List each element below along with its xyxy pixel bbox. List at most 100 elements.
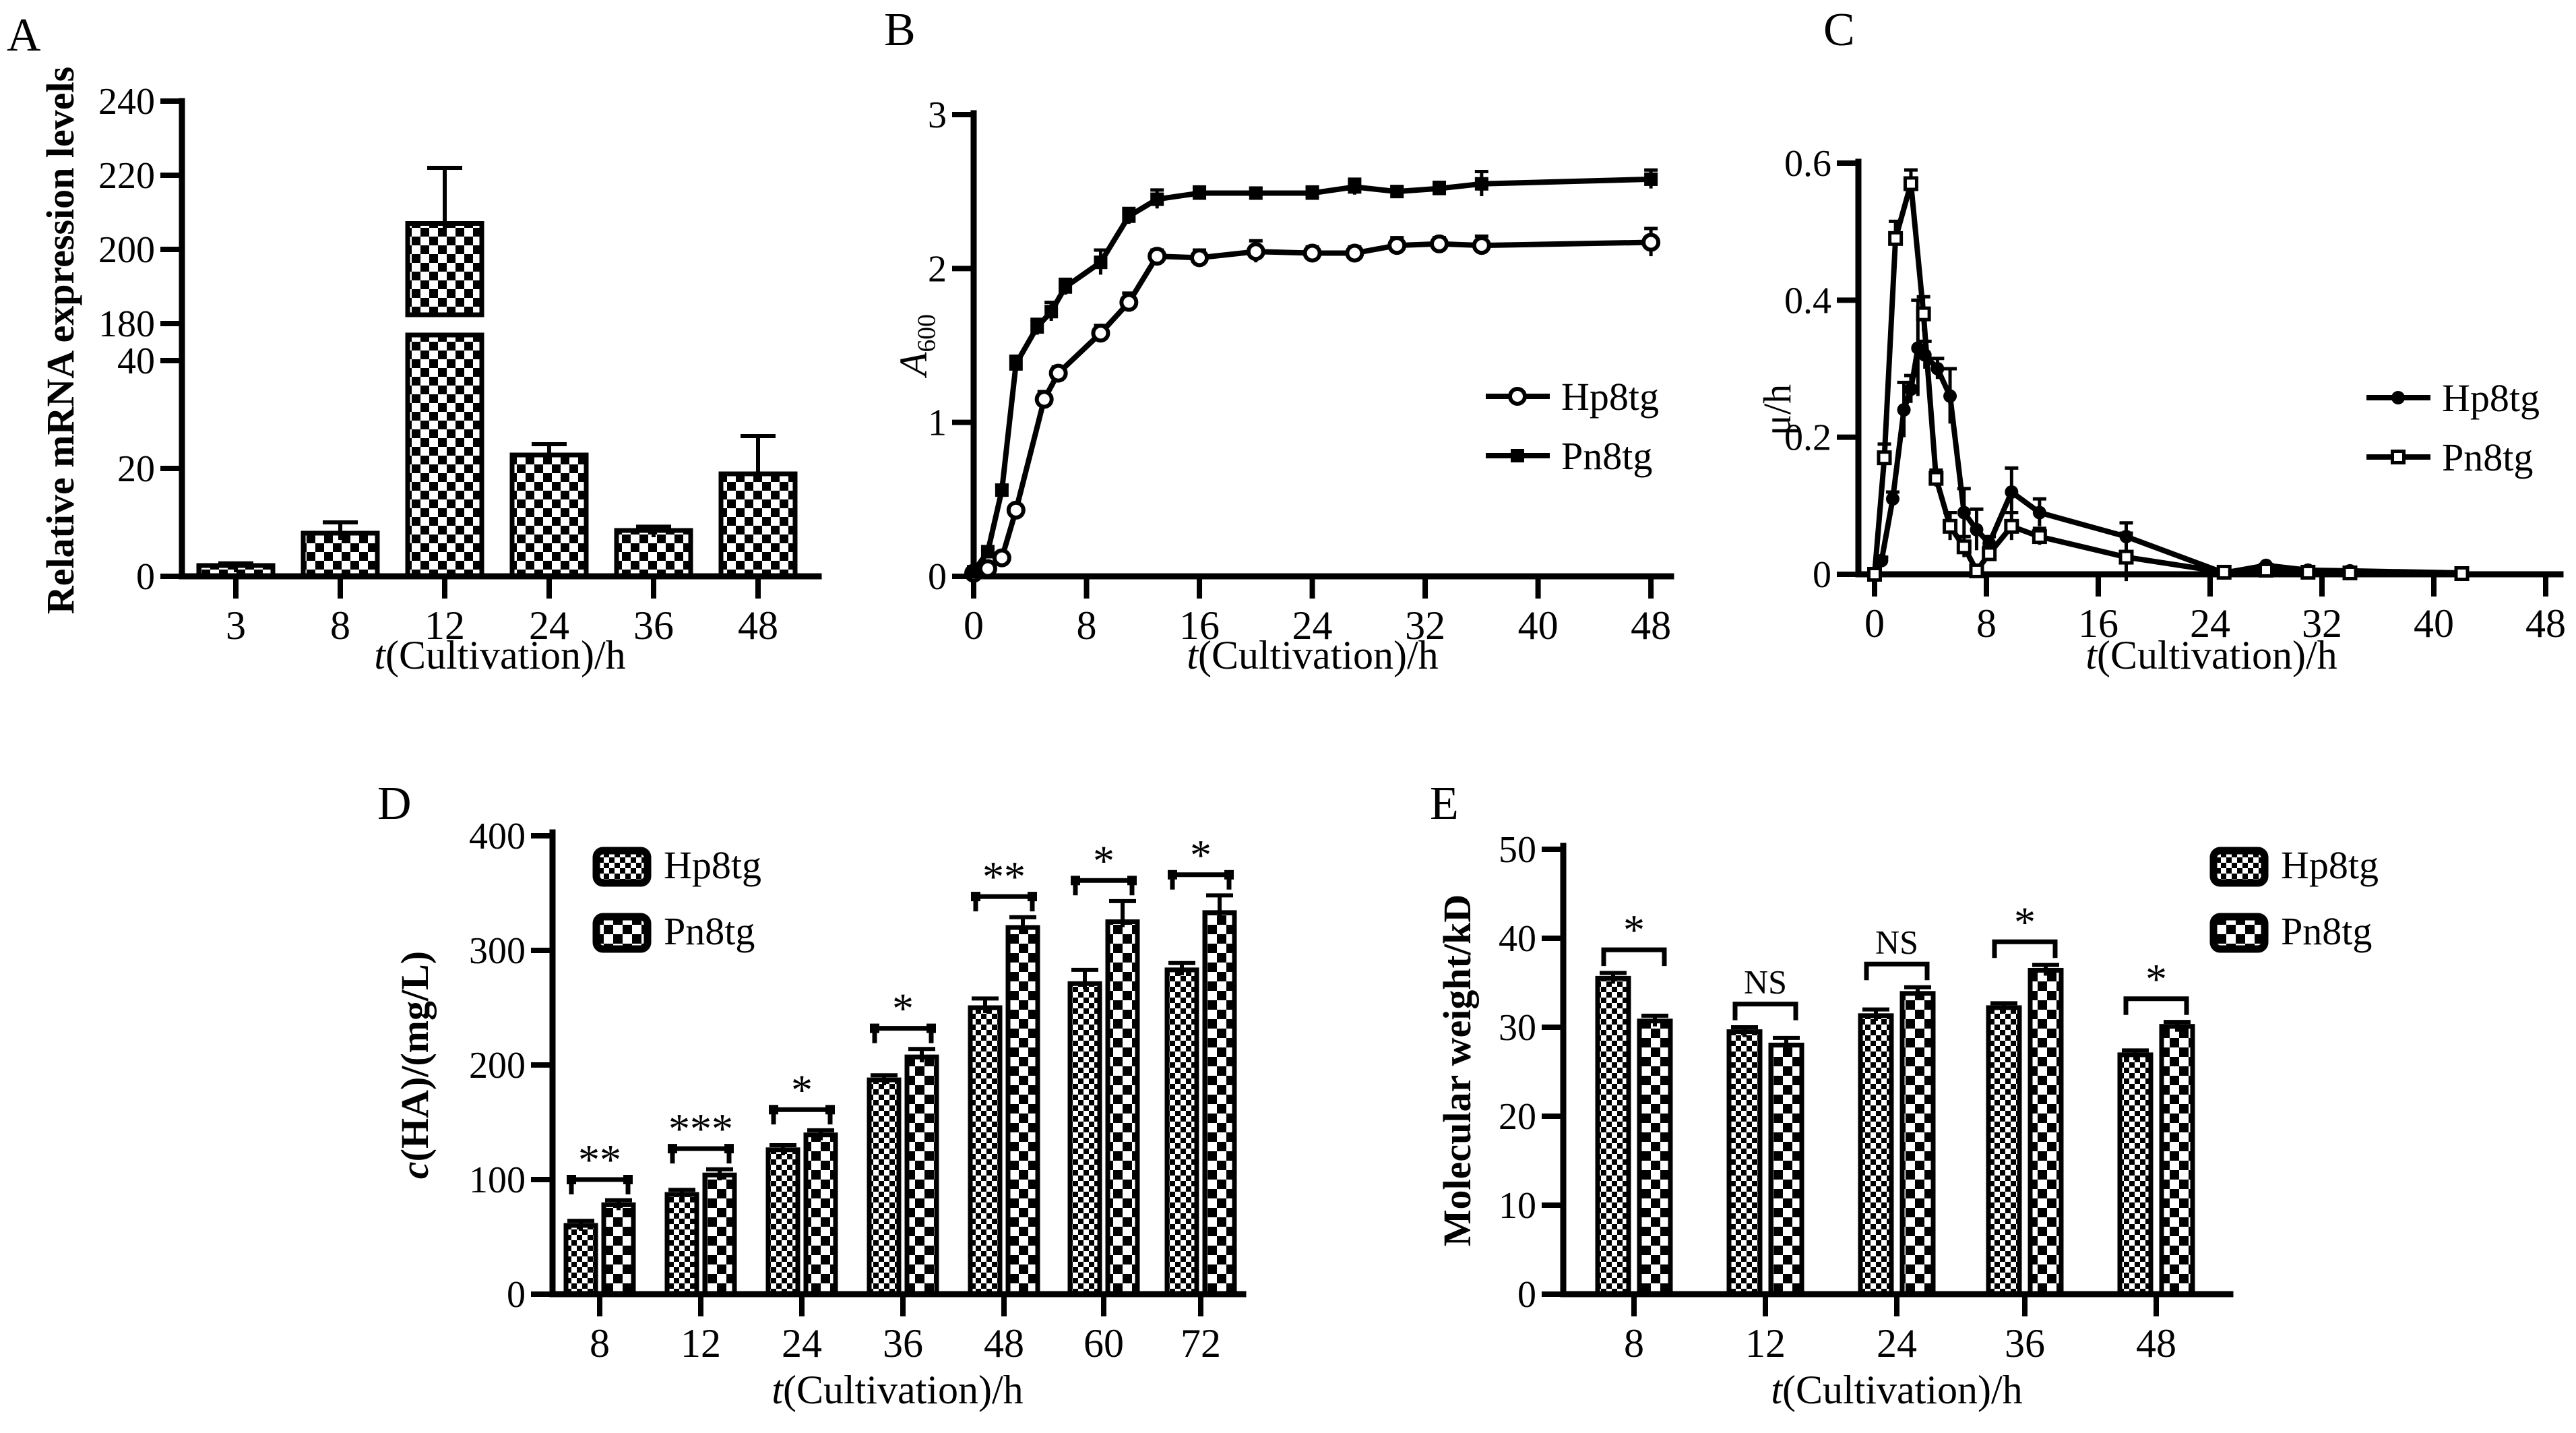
data-point-square-open [2391,450,2406,464]
data-point-circle-open [1472,236,1491,255]
data-point-circle-filled [1885,492,1899,506]
panel-letter-c: C [1823,4,1855,56]
sig-bracket-cap [971,892,980,902]
x-tick-label: 24 [1292,603,1333,648]
data-point-circle-filled [1904,382,1918,396]
data-point-square-filled [1009,357,1023,371]
y-tick-label: 300 [469,930,526,972]
x-tick-label: 8 [1976,601,1997,646]
sig-bracket [1601,947,1667,967]
panel-d-x-axis-title: t(Cultivation)/h [695,1367,1100,1413]
sig-label: NS [1875,923,1918,961]
data-point-circle-open [992,548,1011,568]
bar-Hp8tg [1986,1005,2022,1297]
data-point-circle-filled [1970,522,1984,537]
x-tick-label: 24 [782,1321,822,1366]
x-tick-label: 8 [590,1321,610,1366]
x-tick-label: 16 [1179,603,1220,648]
data-point-square-open [2259,562,2273,578]
sig-label: ** [578,1136,621,1184]
legend: Hp8tg Pn8tg [1486,375,1659,478]
panel-c-x-axis-title-italic: t [2085,633,2098,677]
data-point-square-filled [1044,305,1059,319]
panel-e-y-axis-title: Molecular weight/kD [1435,894,1479,1247]
sig-bracket-cap [1028,892,1037,902]
panel-e-x-axis-title: t(Cultivation)/h [1695,1367,2099,1413]
data-point-circle-open [1508,387,1527,406]
panel-letter-e: E [1430,778,1459,830]
data-point-circle-open [1387,236,1407,255]
bar [614,528,693,579]
axes [1542,843,2234,1316]
sig-label: NS [1744,963,1787,1001]
panel-e-x-axis-title-rest: (Cultivation)/h [1782,1368,2023,1412]
data-point-square-filled [995,483,1009,497]
bar-Pn8tg [1768,1042,1804,1297]
sig-bracket-cap [825,1105,835,1115]
data-point-square-filled [1348,180,1362,194]
data-point-circle-open [1091,324,1110,343]
sig-bracket [1732,1002,1798,1020]
legend-swatch [592,913,652,953]
legend-label: Pn8tg [1561,434,1652,478]
data-point-square-filled [1644,172,1658,186]
data-point-circle-open [1048,363,1068,383]
data-point-square-open [1888,231,1904,246]
sig-label: * [1093,836,1114,884]
bar-lower-segment [405,332,484,579]
x-tick-label: 40 [2414,601,2454,646]
legend-label: Pn8tg [664,909,755,953]
y-tick-label: 200 [98,229,155,271]
y-tick-label: 0.6 [1784,143,1831,185]
x-tick-label: 24 [529,603,569,648]
panel-b-x-axis-title: t(Cultivation)/h [1110,632,1515,678]
x-tick-label: 36 [883,1321,923,1366]
sig-bracket-cap [870,1023,879,1033]
x-tick-label: 12 [1745,1321,1786,1366]
data-point-square-filled [1030,320,1044,334]
y-tick-label: 30 [1499,1007,1536,1049]
significance-brackets: ********* * * [567,831,1234,1194]
sig-bracket-cap [668,1144,677,1154]
data-point-square-filled [1193,186,1207,200]
sig-bracket-cap [1224,870,1234,880]
sig-bracket [973,894,1035,912]
data-point-square-filled [1122,209,1136,223]
panel-letter-b: B [884,4,916,56]
y-tick-label: 2 [928,248,947,290]
y-tick-label: 0 [507,1274,526,1316]
data-point-square-filled [1305,186,1319,200]
legend-swatch [2209,913,2269,953]
axes [952,110,1674,599]
y-tick-label: 10 [1499,1185,1536,1227]
bar-Hp8tg [765,1147,800,1297]
sig-bracket [872,1026,934,1043]
bar [718,471,798,579]
bar-Pn8tg [2028,968,2064,1297]
bar-Hp8tg [1858,1013,1894,1297]
data-point-square-open [1916,306,1931,322]
bar-upper-segment [405,221,484,317]
data-point-circle-open [1119,293,1139,312]
y-tick-label: 40 [117,340,155,382]
panel-b-y-axis-title-main: A [891,352,935,376]
x-tick-label: 8 [1624,1321,1644,1366]
x-tick-label: 48 [2136,1321,2176,1366]
sig-label: * [2014,898,2036,946]
sig-bracket-cap [926,1023,936,1033]
data-point-circle-open [1641,233,1661,252]
sig-bracket [1992,939,2058,958]
data-point-circle-filled [1957,506,1971,520]
sig-bracket [1170,872,1232,890]
panel-a-axes [160,98,822,599]
bar-Hp8tg [2117,1052,2154,1297]
data-point-square-open [2118,549,2134,565]
bar-Pn8tg [2159,1024,2195,1297]
bar-Hp8tg [1595,975,1631,1297]
y-tick-label: 0 [1517,1274,1536,1316]
y-tick-label: 0.2 [1784,417,1831,459]
legend-label: Pn8tg [2442,435,2533,479]
y-tick-label: 220 [98,155,155,197]
panel-a-x-axis-title-italic: t [374,633,386,677]
